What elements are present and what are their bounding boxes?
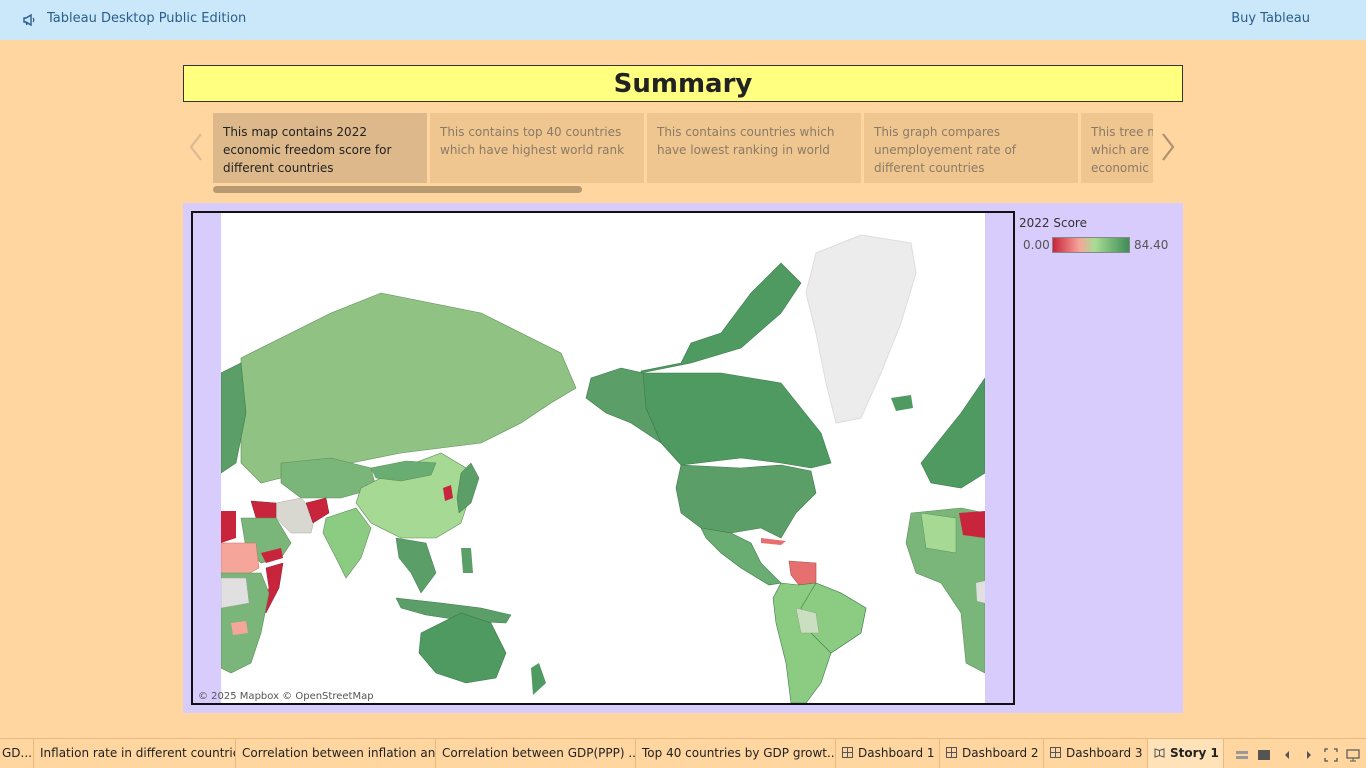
- story-point-caption: This contains top 40 countries which hav…: [440, 125, 625, 157]
- device-preview-icon[interactable]: [1346, 748, 1360, 762]
- next-sheet-icon[interactable]: [1302, 748, 1316, 762]
- map-region-new-zealand: [531, 663, 546, 695]
- story-point-caption: This map contains 2022 economic freedom …: [223, 125, 392, 175]
- tab-inflation-rate[interactable]: Inflation rate in different countries: [34, 739, 236, 768]
- dashboard-icon: [1050, 747, 1061, 758]
- legend-min-value: 0.00: [1023, 238, 1050, 252]
- choropleth-map[interactable]: © 2025 Mapbox © OpenStreetMap: [191, 211, 1015, 705]
- buy-tableau-link[interactable]: Buy Tableau: [1231, 11, 1310, 26]
- story-point-1[interactable]: This map contains 2022 economic freedom …: [213, 113, 427, 183]
- top-bar: Tableau Desktop Public Edition Buy Table…: [0, 0, 1366, 40]
- tab-label: Top 40 countries by GDP growt...: [642, 746, 836, 760]
- story-point-caption: This tree map shows countries which are …: [1091, 125, 1153, 175]
- map-region-india: [322, 507, 372, 579]
- story-points-scrollbar[interactable]: [213, 186, 582, 193]
- story-title: Summary: [183, 65, 1183, 102]
- tab-label: GD...: [2, 746, 32, 760]
- story-point-4[interactable]: This graph compares unemployement rate o…: [864, 113, 1078, 183]
- tab-gdp[interactable]: GD...: [0, 739, 34, 768]
- megaphone-icon: [23, 13, 35, 27]
- chevron-right-icon[interactable]: [1158, 130, 1178, 164]
- map-region-afghanistan: [305, 497, 330, 524]
- map-region-alaska: [585, 367, 662, 444]
- map-region-southeast-asia: [395, 537, 437, 594]
- chevron-left-icon[interactable]: [186, 130, 206, 164]
- map-region-philippines: [461, 548, 473, 573]
- map-region-usa: [675, 464, 817, 539]
- map-region-europe-right: [920, 377, 985, 489]
- map-region-china: [355, 452, 472, 539]
- map-region-yemen: [261, 548, 283, 563]
- tab-top-40-gdp[interactable]: Top 40 countries by GDP growt...: [636, 739, 836, 768]
- map-region-angola-area: [976, 581, 985, 603]
- map-region-cuba: [761, 538, 786, 545]
- sheet-sorter-icon[interactable]: [1235, 748, 1249, 762]
- map-region-turkey: [221, 511, 236, 543]
- dashboard-icon: [842, 747, 853, 758]
- story-point-3[interactable]: This contains countries which have lowes…: [647, 113, 861, 183]
- prev-sheet-icon[interactable]: [1280, 748, 1294, 762]
- map-region-north-korea: [443, 485, 453, 501]
- map-region-greenland: [805, 234, 917, 424]
- presentation-mode-icon[interactable]: [1324, 748, 1338, 762]
- tab-label: Dashboard 2: [962, 746, 1039, 760]
- tab-correlation-inflation[interactable]: Correlation between inflation an...: [236, 739, 436, 768]
- tab-label: Dashboard 1: [858, 746, 935, 760]
- tab-label: Correlation between inflation an...: [242, 746, 436, 760]
- tab-label: Correlation between GDP(PPP) ...: [442, 746, 636, 760]
- legend-max-value: 84.40: [1134, 238, 1169, 252]
- map-region-iraq-syria: [250, 500, 277, 519]
- map-region-bolivia: [795, 607, 820, 634]
- map-region-canada: [640, 262, 802, 374]
- map-region-mongolia: [370, 460, 437, 482]
- map-region-indonesia: [395, 597, 512, 624]
- map-region-australia: [418, 612, 507, 684]
- map-region-japan: [456, 462, 480, 514]
- legend-color-ramp: [1052, 237, 1130, 253]
- map-region-iceland: [891, 395, 913, 411]
- story-point-2[interactable]: This contains top 40 countries which hav…: [430, 113, 644, 183]
- tab-correlation-gdp[interactable]: Correlation between GDP(PPP) ...: [436, 739, 636, 768]
- filmstrip-icon[interactable]: [1257, 748, 1271, 762]
- map-region-ethiopia: [221, 577, 250, 609]
- story-point-caption: This contains countries which have lowes…: [657, 125, 835, 157]
- legend-title: 2022 Score: [1019, 216, 1087, 230]
- map-region-africa-right: [905, 507, 985, 674]
- story-points-strip: This map contains 2022 economic freedom …: [213, 113, 1153, 183]
- story-point-caption: This graph compares unemployement rate o…: [874, 125, 1017, 175]
- map-region-kazakhstan: [280, 457, 377, 499]
- dashboard: © 2025 Mapbox © OpenStreetMap 2022 Score…: [183, 203, 1183, 713]
- tab-label: Dashboard 3: [1066, 746, 1143, 760]
- map-region-libya: [959, 511, 985, 538]
- tab-story-1[interactable]: Story 1: [1148, 739, 1224, 768]
- map-region-venezuela: [788, 560, 817, 586]
- map-region-europe-left: [221, 362, 247, 474]
- map-region-mexico: [700, 527, 782, 586]
- map-region-nigeria-area: [920, 512, 957, 554]
- tab-dashboard-2[interactable]: Dashboard 2: [940, 739, 1044, 768]
- map-region-russia: [240, 292, 577, 484]
- dashboard-icon: [946, 747, 957, 758]
- map-region-canada-main: [640, 372, 832, 469]
- tab-dashboard-3[interactable]: Dashboard 3: [1044, 739, 1148, 768]
- story-point-5[interactable]: This tree map shows countries which are …: [1081, 113, 1153, 183]
- tab-dashboard-1[interactable]: Dashboard 1: [836, 739, 940, 768]
- tab-label: Inflation rate in different countries: [40, 746, 236, 760]
- world-map[interactable]: [221, 213, 985, 703]
- map-region-zimbabwe: [231, 621, 248, 635]
- story-icon: [1154, 748, 1165, 758]
- app-title: Tableau Desktop Public Edition: [47, 11, 247, 26]
- tab-label: Story 1: [1170, 746, 1219, 760]
- sheet-tab-bar: GD... Inflation rate in different countr…: [0, 738, 1366, 768]
- map-attribution: © 2025 Mapbox © OpenStreetMap: [198, 691, 374, 702]
